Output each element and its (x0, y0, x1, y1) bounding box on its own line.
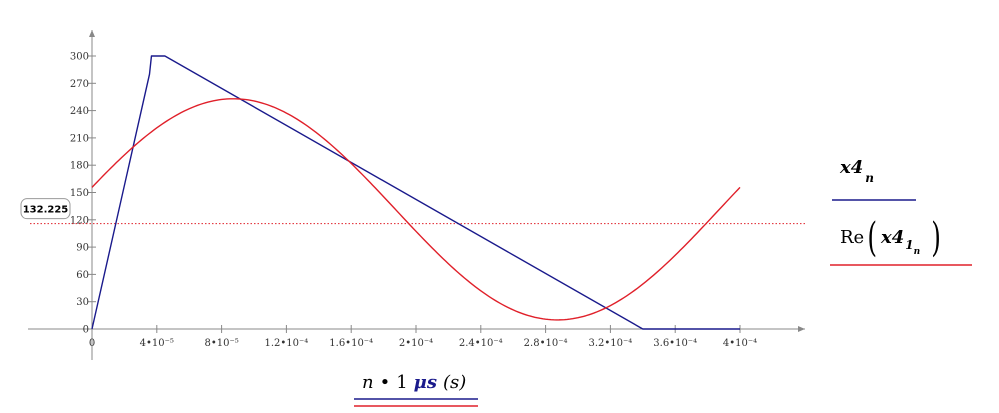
marker-value-label: 132.225 (23, 205, 69, 216)
svg-text:): ) (931, 214, 941, 261)
x-tick-label: 3.2•10⁻⁴ (588, 338, 632, 349)
y-tick-label: 30 (76, 297, 89, 308)
marker-line-group[interactable]: 132.225 (20, 198, 805, 225)
marker-value-box[interactable] (20, 198, 71, 220)
x-tick-label: 8•10⁻⁵ (204, 338, 238, 349)
y-tick-label: 300 (70, 52, 89, 63)
x-tick-label: 4•10⁻⁵ (140, 338, 174, 349)
y-tick-labels: 0 30 60 90 120 150 180 210 240 270 300 (70, 52, 96, 336)
y-tick-label: 60 (76, 270, 89, 281)
x-tick-label: 2.4•10⁻⁴ (459, 338, 503, 349)
x-tick-label: 4•10⁻⁴ (723, 338, 757, 349)
x-axis-arrow (798, 326, 805, 332)
y-tick-label: 0 (83, 325, 89, 336)
y-tick-label: 270 (70, 79, 89, 90)
svg-text:Re: Re (840, 227, 864, 248)
y-tick-label: 150 (70, 188, 89, 199)
y-tick-label: 240 (70, 106, 89, 117)
legend-label-2: Re(x41n) (840, 214, 941, 261)
series-group (91, 55, 741, 330)
x-tick-label: 3.6•10⁻⁴ (653, 338, 697, 349)
x-tick-label: 2•10⁻⁴ (399, 338, 433, 349)
x-axis-label-text: n • 1 μs (s) (362, 372, 466, 393)
y-tick-label: 180 (70, 161, 89, 172)
series-line-2 (91, 98, 741, 321)
x-tick-label: 1.2•10⁻⁴ (264, 338, 308, 349)
axes (28, 30, 805, 360)
x-tick-label: 1.6•10⁻⁴ (329, 338, 373, 349)
series-line-1 (91, 55, 740, 330)
x-tick-labels: 0 4•10⁻⁵ 8•10⁻⁵ 1.2•10⁻⁴ 1.6•10⁻⁴ 2•10⁻⁴ 2.4•1… (89, 325, 757, 349)
y-tick-label: 120 (70, 215, 89, 226)
y-tick-label: 90 (76, 243, 89, 254)
y-axis-arrow (89, 30, 95, 37)
x-tick-label: 0 (89, 338, 95, 349)
x-tick-label: 2.8•10⁻⁴ (524, 338, 568, 349)
legend: x4 n Re(x41n) (830, 157, 972, 266)
svg-text:(: ( (867, 214, 877, 261)
y-tick-label: 210 (70, 133, 89, 144)
x-axis-label[interactable]: n • 1 μs (s) (354, 372, 478, 407)
svg-text:x41n: x41n (880, 227, 920, 257)
legend-label-1: x4 n (839, 157, 874, 185)
